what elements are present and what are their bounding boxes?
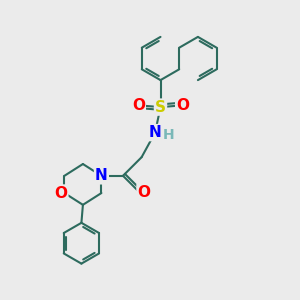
Text: S: S [155,100,166,115]
Text: N: N [95,168,108,183]
Text: H: H [163,128,174,142]
Text: O: O [54,185,67,200]
Text: N: N [149,125,161,140]
Text: O: O [137,185,151,200]
Text: O: O [132,98,145,113]
Text: O: O [176,98,189,113]
